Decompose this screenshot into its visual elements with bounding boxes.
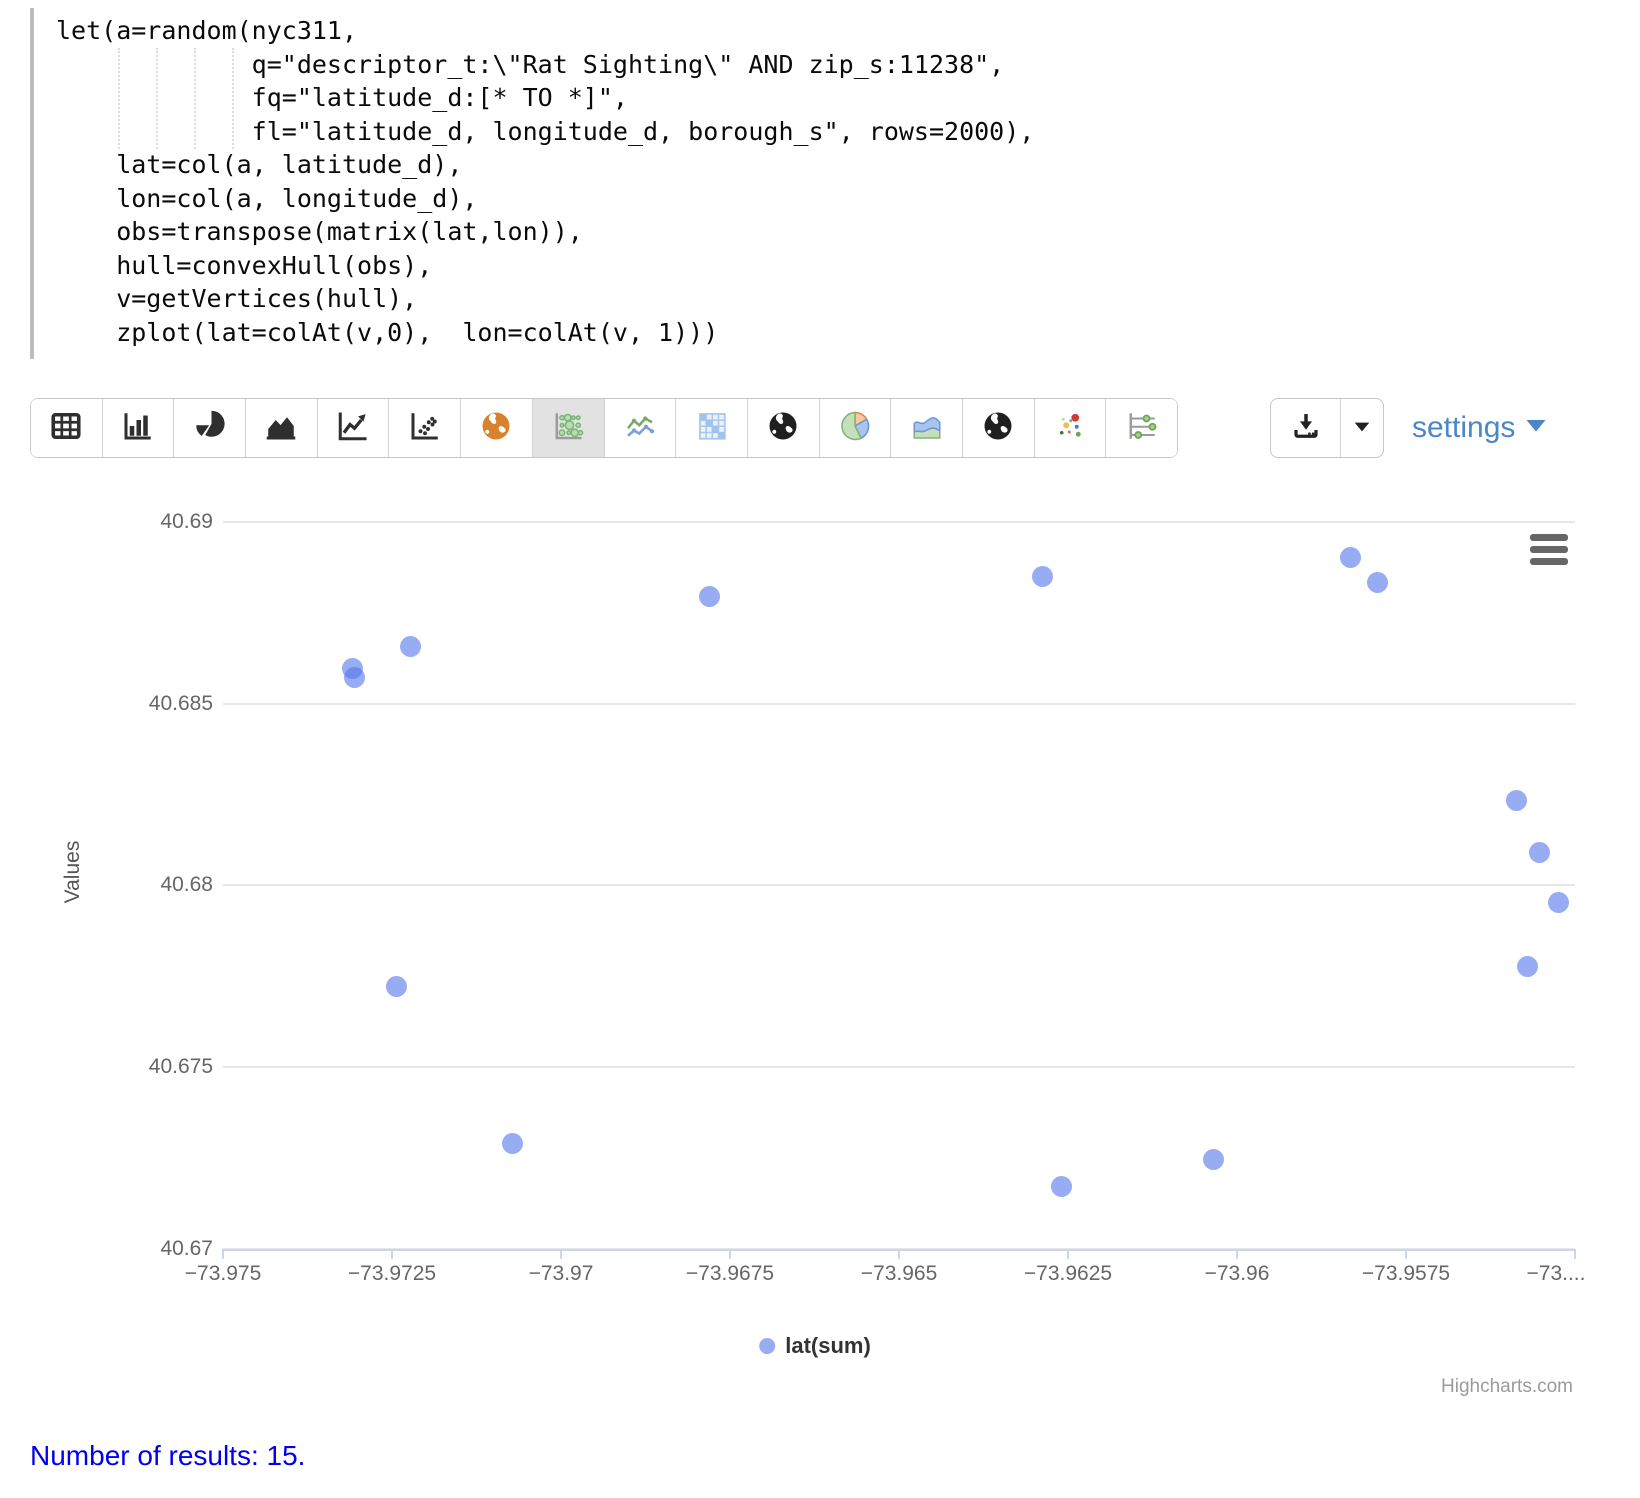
x-tick-mark <box>1405 1249 1407 1259</box>
settings-menu[interactable]: settings <box>1412 398 1548 458</box>
indent-guide <box>232 48 234 149</box>
y-tick-label: 40.67 <box>160 1237 213 1260</box>
data-point[interactable] <box>385 976 407 998</box>
pie-colored-button[interactable] <box>818 399 891 457</box>
heatmap-button[interactable] <box>675 399 747 457</box>
globe-dark-icon <box>765 408 801 449</box>
dot-plot-icon <box>1124 408 1160 449</box>
x-tick-label: −73.... <box>1526 1262 1586 1285</box>
x-tick-mark <box>1236 1249 1238 1259</box>
scatter-chart: Values lat(sum) Highcharts.com 40.69 40.6… <box>30 480 1600 1430</box>
y-tick-label: 40.675 <box>148 1055 213 1079</box>
data-point[interactable] <box>1202 1149 1224 1171</box>
x-tick-mark <box>1067 1249 1069 1259</box>
data-point[interactable] <box>501 1133 523 1155</box>
code-text: let(a=random(nyc311, q="descriptor_t:\"R… <box>56 16 1035 347</box>
results-count-text: Number of results: 15. <box>30 1440 306 1471</box>
x-tick-mark <box>560 1249 562 1259</box>
spline-chart-button[interactable] <box>603 399 676 457</box>
bar-chart-button[interactable] <box>101 399 174 457</box>
data-point[interactable] <box>699 586 721 608</box>
table-icon <box>48 408 84 449</box>
table-view-button[interactable] <box>31 399 102 457</box>
y-tick-label: 40.69 <box>160 509 213 533</box>
pie-chart-button[interactable] <box>173 399 246 457</box>
y-axis-title: Values <box>61 840 84 904</box>
chart-type-toolbar <box>30 398 1178 458</box>
download-options-button[interactable] <box>1340 399 1383 457</box>
heatmap-icon <box>694 408 730 449</box>
legend-marker-icon <box>759 1338 776 1354</box>
data-point[interactable] <box>1548 892 1570 914</box>
x-tick-mark <box>898 1249 900 1259</box>
map-dark2-button[interactable] <box>961 399 1034 457</box>
data-point[interactable] <box>1367 572 1389 594</box>
pie-chart-icon <box>192 408 228 449</box>
y-tick-label: 40.68 <box>160 873 213 897</box>
line-chart-icon <box>335 408 371 449</box>
indent-guide <box>118 48 120 149</box>
data-point[interactable] <box>1340 547 1362 569</box>
indent-guide <box>194 48 196 149</box>
x-tick-mark <box>391 1249 393 1259</box>
bubble-grid-icon <box>550 408 586 449</box>
data-point[interactable] <box>1506 790 1528 812</box>
data-point[interactable] <box>400 636 422 658</box>
bubble-grid-button[interactable] <box>531 399 604 457</box>
download-icon <box>1290 410 1322 447</box>
area-colored-button[interactable] <box>890 399 962 457</box>
gridline <box>223 1066 1575 1069</box>
settings-label: settings <box>1412 411 1516 444</box>
x-tick-mark <box>1574 1249 1576 1259</box>
x-tick-mark <box>729 1249 731 1259</box>
highcharts-credits[interactable]: Highcharts.com <box>1441 1376 1573 1397</box>
indent-guide <box>156 48 158 149</box>
gridline <box>223 520 1575 523</box>
y-tick-label: 40.685 <box>148 691 213 715</box>
settings-caret-icon <box>1524 417 1548 439</box>
bubble-colored-icon <box>1052 408 1088 449</box>
globe-orange-icon <box>478 408 514 449</box>
download-split-button <box>1270 398 1384 458</box>
spline-chart-icon <box>622 408 658 449</box>
x-tick-label: −73.9575 <box>1361 1262 1451 1285</box>
gridline <box>223 702 1575 705</box>
pie-colored-icon <box>837 408 873 449</box>
line-chart-button[interactable] <box>316 399 389 457</box>
map-dark-button[interactable] <box>746 399 819 457</box>
legend[interactable]: lat(sum) <box>759 1333 871 1359</box>
scatter-chart-button[interactable] <box>388 399 461 457</box>
data-point[interactable] <box>1517 956 1539 978</box>
x-tick-mark <box>222 1249 224 1259</box>
code-paragraph[interactable]: let(a=random(nyc311, q="descriptor_t:\"R… <box>30 8 1616 359</box>
dot-plot-button[interactable] <box>1105 399 1177 457</box>
area-chart-button[interactable] <box>245 399 317 457</box>
x-tick-label: −73.9725 <box>347 1262 437 1285</box>
download-button[interactable] <box>1271 399 1340 457</box>
data-point[interactable] <box>1032 565 1054 587</box>
bar-chart-icon <box>120 408 156 449</box>
x-tick-label: −73.96 <box>1204 1262 1270 1285</box>
caret-down-icon <box>1346 410 1378 447</box>
scatter-chart-icon <box>407 408 443 449</box>
x-tick-label: −73.9675 <box>685 1262 775 1285</box>
x-tick-label: −73.9625 <box>1023 1262 1113 1285</box>
map-orange-button[interactable] <box>460 399 532 457</box>
bubble-colored-button[interactable] <box>1033 399 1106 457</box>
area-chart-icon <box>263 408 299 449</box>
gridline <box>223 884 1575 887</box>
data-point[interactable] <box>1050 1175 1072 1197</box>
data-point[interactable] <box>1528 841 1550 863</box>
legend-label: lat(sum) <box>785 1333 871 1358</box>
x-tick-label: −73.965 <box>860 1262 938 1285</box>
x-tick-label: −73.97 <box>528 1262 594 1285</box>
x-tick-label: −73.975 <box>184 1262 262 1285</box>
chart-menu-button[interactable] <box>1530 534 1568 565</box>
globe-dark2-icon <box>980 408 1016 449</box>
data-point[interactable] <box>343 667 365 689</box>
area-colored-icon <box>909 408 945 449</box>
